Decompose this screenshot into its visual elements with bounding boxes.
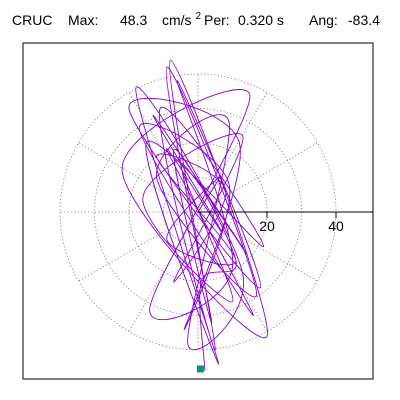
radial-tick-label-40: 40 <box>328 218 344 234</box>
period-value: 0.320 s <box>238 12 284 28</box>
period-label: Per: <box>204 12 230 28</box>
max-unit: cm/s <box>162 12 192 28</box>
max-label: Max: <box>68 12 98 28</box>
radial-axis: 20 40 <box>198 211 373 234</box>
grid-spoke-240 <box>128 211 199 332</box>
end-marker <box>196 365 204 373</box>
grid-spoke-120 <box>128 92 199 213</box>
radial-tick-label-20: 20 <box>259 218 275 234</box>
grid-spoke-30 <box>197 142 318 213</box>
plot-frame <box>22 42 374 380</box>
plot-header: CRUC Max: 48.3 cm/s 2 Per: 0.320 s Ang: … <box>12 6 380 28</box>
grid-spoke-300 <box>197 211 268 332</box>
angle-value: -83.4 <box>348 12 380 28</box>
grid-spoke-60 <box>197 92 268 213</box>
angle-label: Ang: <box>309 12 338 28</box>
grid-spoke-330 <box>197 211 318 282</box>
trace-series-0 <box>121 59 268 371</box>
max-unit-superscript: 2 <box>195 11 201 22</box>
motion-trace <box>121 59 268 371</box>
end-marker-group <box>196 365 204 373</box>
grid-spoke-210 <box>78 211 199 282</box>
station-code: CRUC <box>12 12 52 28</box>
max-value: 48.3 <box>120 12 147 28</box>
grid-spoke-150 <box>78 142 199 213</box>
